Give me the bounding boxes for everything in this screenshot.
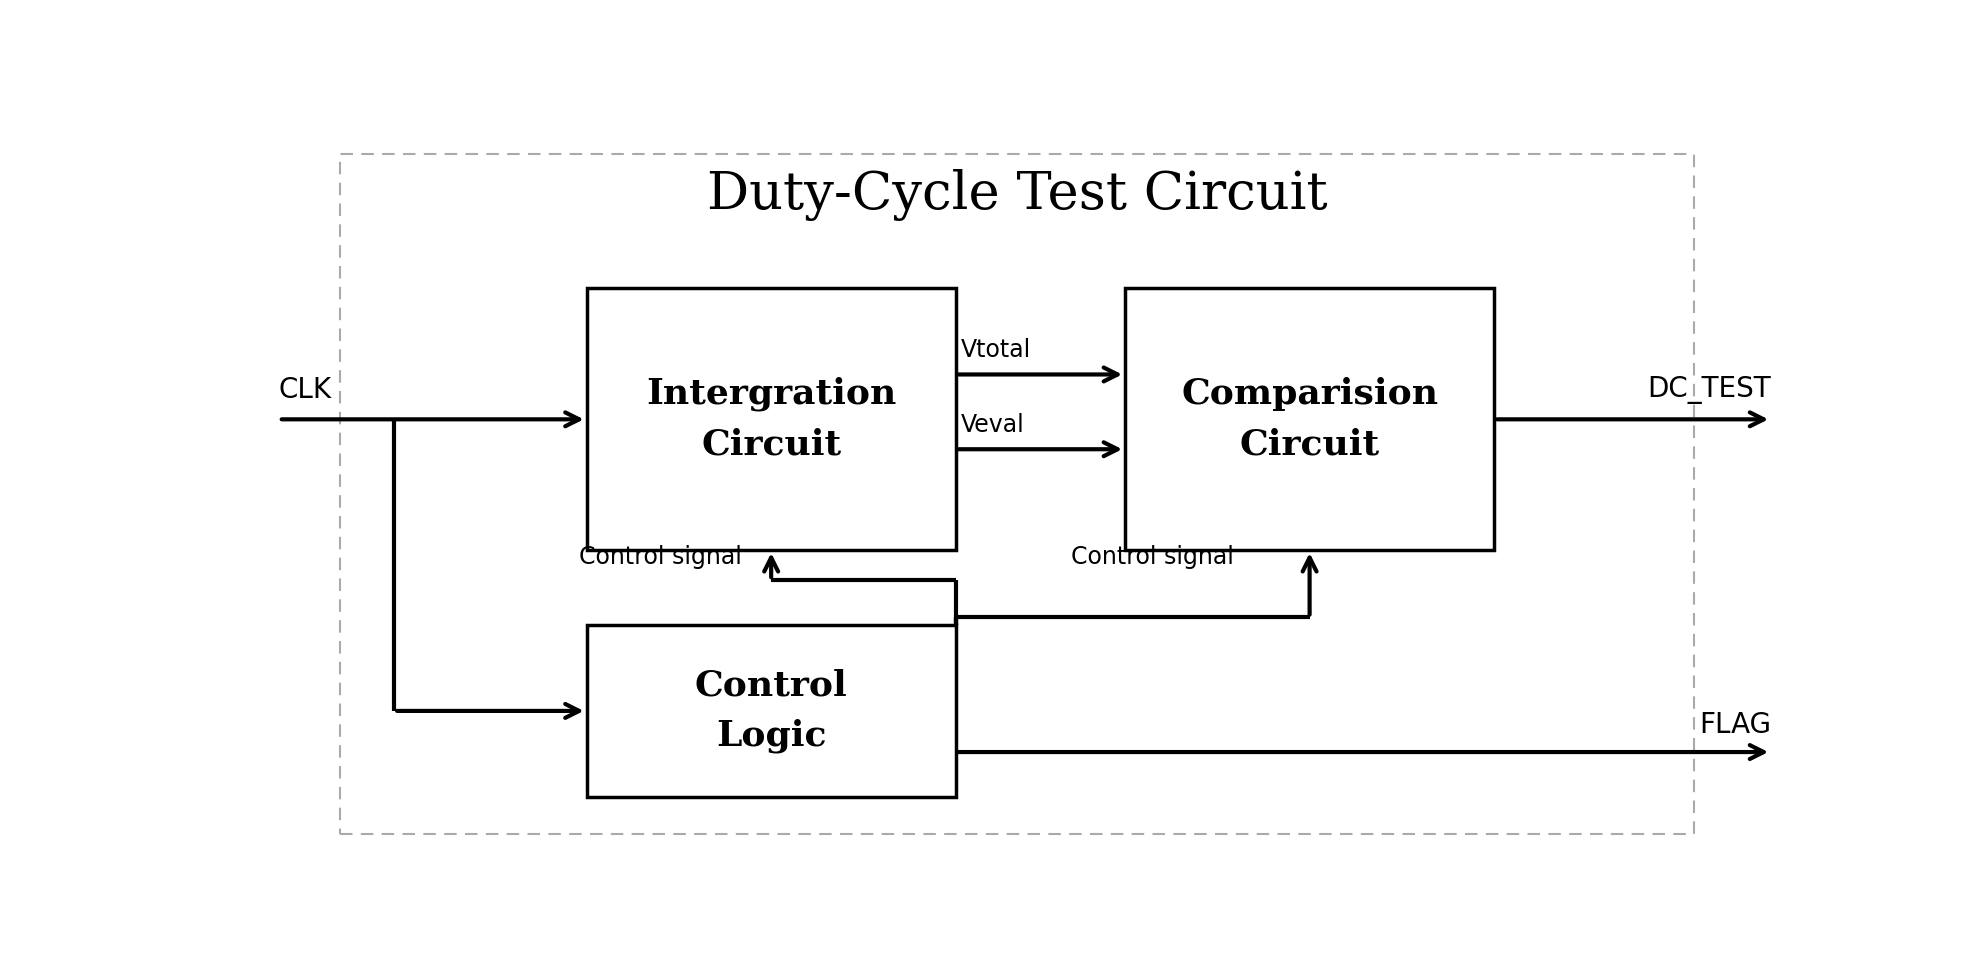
Text: Veval: Veval — [961, 413, 1024, 437]
Text: CLK: CLK — [278, 377, 331, 404]
Bar — [588, 625, 957, 797]
Text: Comparision
Circuit: Comparision Circuit — [1181, 377, 1439, 461]
Text: Duty-Cycle Test Circuit: Duty-Cycle Test Circuit — [707, 169, 1328, 221]
Text: Control signal: Control signal — [1072, 545, 1235, 569]
Text: DC_TEST: DC_TEST — [1648, 377, 1771, 404]
Text: Intergration
Circuit: Intergration Circuit — [645, 377, 897, 461]
Text: FLAG: FLAG — [1699, 711, 1771, 739]
Bar — [1125, 288, 1495, 551]
Text: Control signal: Control signal — [580, 545, 742, 569]
Text: Control
Logic: Control Logic — [695, 669, 848, 753]
Bar — [341, 153, 1693, 834]
Text: Vtotal: Vtotal — [961, 338, 1030, 362]
Bar — [588, 288, 957, 551]
